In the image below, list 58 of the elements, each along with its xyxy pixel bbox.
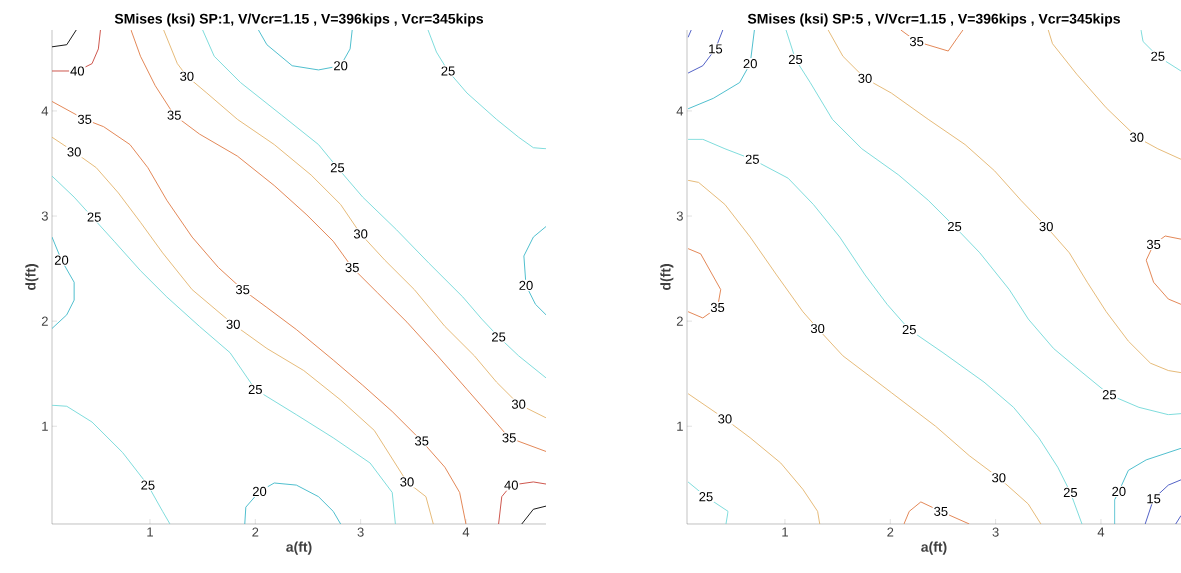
line-series: [687, 30, 724, 74]
x-tick-label: 2: [887, 527, 894, 537]
line-series: [163, 30, 546, 419]
x-tick-label: 1: [147, 527, 153, 537]
annotation: 35: [1146, 239, 1161, 250]
x-axis-title: a(ft): [921, 541, 947, 555]
x-tick-label: 3: [357, 527, 364, 537]
line-series: [687, 138, 1083, 524]
annotation: 25: [947, 221, 962, 232]
y-tick-label: 4: [41, 106, 49, 116]
line-series: [52, 236, 75, 329]
x-tick-label: 1: [782, 527, 788, 537]
y-axis-title: d(ft): [660, 264, 674, 291]
annotation: 35: [345, 262, 359, 273]
line-series: [130, 30, 546, 452]
chart-title: SMises (ksi) SP:5 , V/Vcr=1.15 , V=396kips , Vcr=345kips: [747, 13, 1120, 27]
x-axis-title: a(ft): [286, 541, 312, 555]
line-series: [427, 30, 546, 150]
line-series: [258, 30, 353, 72]
annotation: 35: [909, 36, 924, 47]
y-tick-label: 3: [676, 211, 683, 221]
annotation: 25: [902, 324, 916, 335]
y-tick-label: 2: [41, 316, 48, 326]
annotation: 30: [810, 323, 825, 334]
line-series: [244, 482, 342, 524]
line-series: [52, 136, 434, 524]
y-tick-label: 4: [676, 106, 684, 116]
line-series: [1047, 30, 1181, 160]
y-tick-label: 1: [42, 421, 48, 431]
x-tick-label: 4: [1097, 527, 1105, 537]
annotation: 30: [1039, 221, 1053, 232]
y-axis-title: d(ft): [25, 264, 39, 291]
y-tick-label: 2: [676, 316, 683, 326]
chart-title: SMises (ksi) SP:1, V/Vcr=1.15 , V=396kips , Vcr=345kips: [114, 13, 484, 27]
y-tick-label: 1: [677, 421, 683, 431]
x-tick-label: 4: [462, 527, 470, 537]
annotation: 35: [710, 302, 725, 313]
annotation: 25: [788, 54, 803, 65]
line-series: [52, 175, 396, 524]
line-series: [687, 481, 729, 524]
annotation: 25: [1063, 487, 1078, 498]
x-tick-label: 3: [992, 527, 999, 537]
annotation: 25: [87, 212, 101, 222]
line-series: [202, 30, 546, 379]
annotation: 20: [252, 486, 267, 496]
line-series: [1144, 479, 1181, 524]
line-series: [1140, 30, 1181, 72]
y-tick-label: 3: [41, 211, 48, 221]
line-series: [52, 404, 171, 524]
x-tick-label: 2: [252, 527, 259, 537]
line-series: [687, 393, 821, 524]
line-series: [785, 30, 1181, 416]
line-series: [1145, 235, 1181, 305]
annotation: 20: [1112, 486, 1126, 496]
line-series: [900, 30, 964, 52]
line-series: [827, 30, 1181, 374]
annotation: 25: [248, 384, 262, 395]
line-series: [52, 101, 467, 524]
